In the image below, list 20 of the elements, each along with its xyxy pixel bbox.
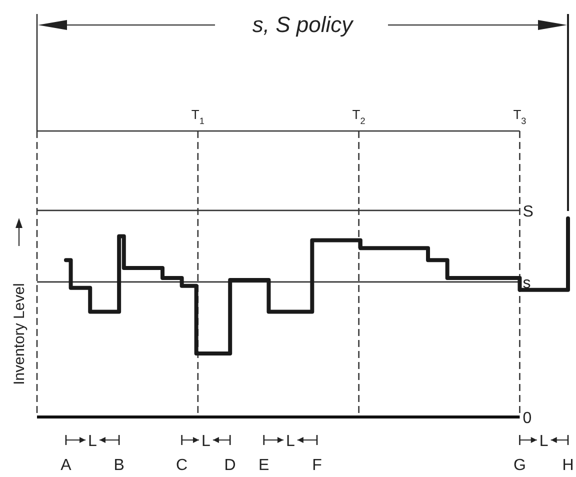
text: L [88,433,98,450]
x-tick-label: A [60,457,72,474]
y-axis-title: Inventory Level [11,283,28,385]
text: L [202,433,210,450]
text: T$_{2}$ [352,107,366,126]
x-tick-label: G [514,457,526,474]
x-tick-label: B [114,457,124,474]
annotation: 0 [522,410,532,427]
text: L [539,433,548,450]
text: T$_{1}$ [191,107,204,126]
x-tick-label: D [224,457,236,474]
ref-line-label: S [522,203,534,220]
x-tick-label: F [312,457,322,474]
ref-line-label: T$_{3}$ [513,107,526,126]
chart-title: s, S policy [252,12,355,37]
x-tick-label: E [258,457,270,474]
x-tick-label: H [562,457,574,474]
x-tick-label: C [176,457,188,474]
ref-line-label: s [522,274,531,292]
text: L [286,433,295,450]
